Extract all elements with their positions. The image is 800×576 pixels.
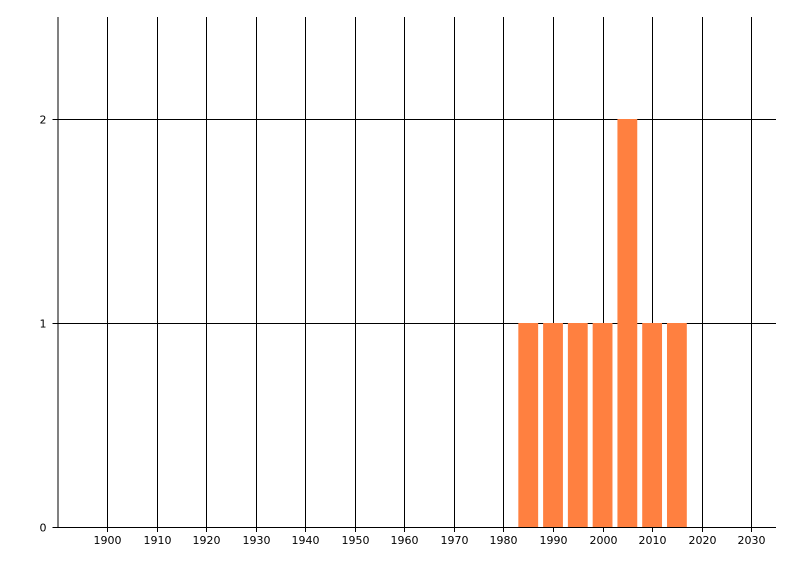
axes: [52, 17, 776, 528]
bar-2000: [592, 323, 613, 527]
y-tick-label: 2: [40, 114, 47, 127]
bar-1985: [518, 323, 539, 527]
bar-1995: [567, 323, 588, 527]
x-tick-label: 1990: [540, 534, 568, 547]
y-tick-label: 0: [40, 522, 47, 535]
x-tick-label: 2020: [689, 534, 717, 547]
x-tick-label: 2000: [590, 534, 618, 547]
bar-2015: [666, 323, 687, 527]
x-tick-label: 2030: [738, 534, 766, 547]
x-tick-label: 1920: [193, 534, 221, 547]
x-tick-label: 2010: [639, 534, 667, 547]
x-tick-label: 1900: [94, 534, 122, 547]
tick-labels: 1900 1910 1920 1930 1940 1950 1960 1970 1980 1990…: [40, 114, 766, 548]
x-tick-label: 1960: [391, 534, 419, 547]
bar-2005: [617, 119, 638, 527]
bar-1990: [543, 323, 563, 527]
x-tick-label: 1940: [292, 534, 320, 547]
x-tick-label: 1910: [144, 534, 172, 547]
x-tick-label: 1980: [490, 534, 518, 547]
bars: [518, 119, 687, 527]
x-tick-label: 1970: [441, 534, 469, 547]
y-tick-label: 1: [40, 318, 47, 331]
x-tick-label: 1930: [243, 534, 271, 547]
bar-2010: [642, 323, 663, 527]
grid: [52, 17, 776, 532]
x-tick-label: 1950: [342, 534, 370, 547]
